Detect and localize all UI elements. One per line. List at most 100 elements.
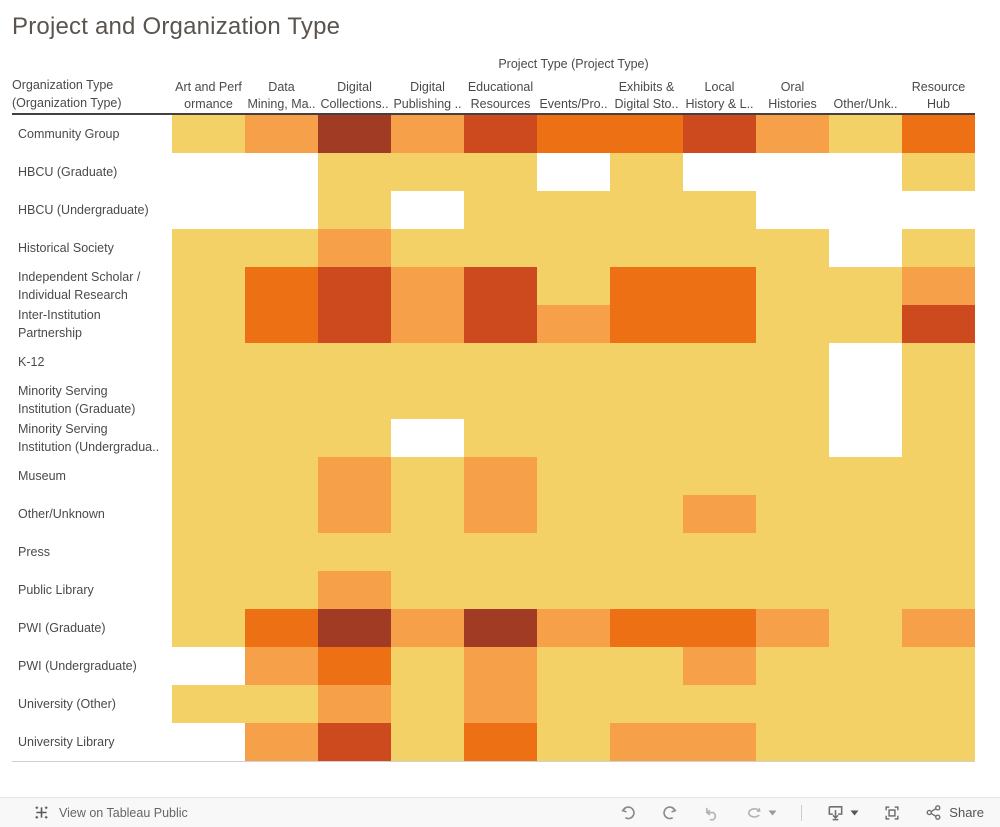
row-label[interactable]: University Library [18,735,115,749]
heatmap-cell[interactable] [464,571,537,609]
heatmap-cell[interactable] [172,685,245,723]
heatmap-cell[interactable] [318,153,391,191]
column-header[interactable]: Data Mining, Ma.. [247,80,316,111]
heatmap-cell[interactable] [464,647,537,685]
heatmap-cell[interactable] [537,685,610,723]
heatmap-cell[interactable] [683,723,756,761]
heatmap-cell[interactable] [391,381,464,419]
heatmap-cell[interactable] [537,723,610,761]
heatmap-cell[interactable] [464,229,537,267]
heatmap-cell[interactable] [318,381,391,419]
heatmap-cell[interactable] [537,495,610,533]
heatmap-cell[interactable] [683,495,756,533]
heatmap-cell[interactable] [464,685,537,723]
heatmap-cell[interactable] [756,685,829,723]
heatmap-cell[interactable] [537,647,610,685]
heatmap-cell[interactable] [172,609,245,647]
heatmap-cell[interactable] [902,229,975,267]
heatmap-cell[interactable] [391,153,464,191]
heatmap-cell[interactable] [245,229,318,267]
heatmap-cell[interactable] [902,191,975,229]
heatmap-cell[interactable] [683,457,756,495]
heatmap-cell[interactable] [172,115,245,153]
heatmap-cell[interactable] [902,343,975,381]
column-header[interactable]: Resource Hub [911,80,966,111]
heatmap-cell[interactable] [464,723,537,761]
column-header[interactable]: Educational Resources [467,80,534,111]
heatmap-cell[interactable] [172,153,245,191]
heatmap-cell[interactable] [464,267,537,305]
heatmap-cell[interactable] [756,305,829,343]
heatmap-cell[interactable] [245,305,318,343]
heatmap-cell[interactable] [683,343,756,381]
heatmap-cell[interactable] [245,267,318,305]
heatmap-cell[interactable] [902,457,975,495]
heatmap-cell[interactable] [610,419,683,457]
heatmap-cell[interactable] [537,229,610,267]
heatmap-cell[interactable] [391,267,464,305]
heatmap-cell[interactable] [683,647,756,685]
heatmap-cell[interactable] [683,609,756,647]
row-label[interactable]: K-12 [18,355,45,369]
heatmap-cell[interactable] [756,495,829,533]
heatmap-cell[interactable] [610,153,683,191]
heatmap-cell[interactable] [756,115,829,153]
heatmap-cell[interactable] [318,609,391,647]
heatmap-cell[interactable] [610,571,683,609]
heatmap-cell[interactable] [464,343,537,381]
row-label[interactable]: HBCU (Undergraduate) [18,203,149,217]
heatmap-cell[interactable] [683,305,756,343]
heatmap-cell[interactable] [756,609,829,647]
heatmap-cell[interactable] [245,153,318,191]
heatmap-cell[interactable] [829,571,902,609]
download-icon[interactable] [826,803,845,822]
heatmap-cell[interactable] [318,305,391,343]
heatmap-cell[interactable] [683,571,756,609]
share-button[interactable]: Share [925,804,984,821]
row-label[interactable]: Press [18,545,50,559]
heatmap-cell[interactable] [172,229,245,267]
heatmap-cell[interactable] [902,533,975,571]
revert-icon[interactable] [703,804,721,822]
heatmap-cell[interactable] [829,609,902,647]
heatmap-cell[interactable] [318,229,391,267]
heatmap-cell[interactable] [318,115,391,153]
heatmap-cell[interactable] [756,153,829,191]
column-header[interactable]: Digital Publishing .. [393,80,462,111]
heatmap-cell[interactable] [391,419,464,457]
row-label[interactable]: Minority Serving Institution (Undergradua… [18,422,160,454]
heatmap-cell[interactable] [391,723,464,761]
heatmap-cell[interactable] [245,495,318,533]
heatmap-cell[interactable] [245,685,318,723]
heatmap-cell[interactable] [318,723,391,761]
heatmap-cell[interactable] [756,229,829,267]
heatmap-cell[interactable] [318,571,391,609]
heatmap-cell[interactable] [537,571,610,609]
heatmap-cell[interactable] [245,381,318,419]
heatmap-cell[interactable] [829,381,902,419]
heatmap-cell[interactable] [756,571,829,609]
heatmap-cell[interactable] [172,381,245,419]
heatmap-cell[interactable] [245,533,318,571]
heatmap-cell[interactable] [829,153,902,191]
heatmap-cell[interactable] [902,419,975,457]
heatmap-cell[interactable] [902,115,975,153]
heatmap-cell[interactable] [829,457,902,495]
refresh-icon[interactable] [745,804,763,822]
heatmap-cell[interactable] [537,267,610,305]
heatmap-cell[interactable] [245,457,318,495]
heatmap-cell[interactable] [902,495,975,533]
heatmap-cell[interactable] [756,343,829,381]
row-label[interactable]: PWI (Graduate) [18,621,106,635]
heatmap-cell[interactable] [391,229,464,267]
heatmap-cell[interactable] [537,609,610,647]
fullscreen-icon[interactable] [883,804,901,822]
heatmap-cell[interactable] [245,419,318,457]
heatmap-cell[interactable] [756,381,829,419]
heatmap-cell[interactable] [318,267,391,305]
heatmap-cell[interactable] [172,723,245,761]
heatmap-cell[interactable] [245,115,318,153]
heatmap-cell[interactable] [537,533,610,571]
column-header[interactable]: Events/Pro.. [539,97,608,111]
heatmap-cell[interactable] [829,647,902,685]
